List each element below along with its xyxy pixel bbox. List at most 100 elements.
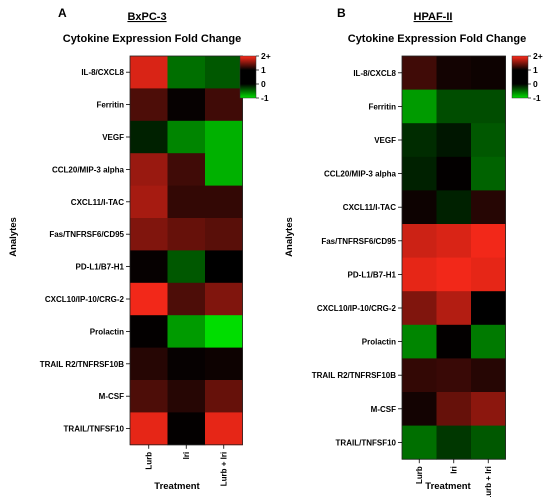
panel-b-cell-r9-c0 bbox=[402, 358, 437, 393]
panel-b-colorbar-gradient bbox=[511, 55, 529, 99]
panel-b-cell-r4-c1 bbox=[436, 190, 472, 225]
panel-a-cell-r6-c0 bbox=[130, 250, 168, 284]
panel-b-cell-r4-c2 bbox=[471, 190, 506, 225]
panel-a-cell-r4-c0 bbox=[130, 185, 168, 219]
panel-a-row-labels: IL-8/CXCL8 Ferritin VEGF CCL20/MIP-3 alpha C… bbox=[40, 68, 130, 434]
panel-b-colorbar-tick-label: -1 bbox=[533, 93, 541, 103]
panel-a-cell-r7-c1 bbox=[167, 282, 206, 316]
panel-a-cell-r11-c2 bbox=[205, 412, 243, 446]
panel-b-cell-r5-c1 bbox=[436, 224, 472, 258]
panel-b-cell-r11-c1 bbox=[436, 425, 472, 460]
panel-a-cell-r4-c2 bbox=[205, 185, 243, 219]
panel-b-cell-r0-c2 bbox=[471, 56, 506, 90]
panel-b-cell-r7-c2 bbox=[471, 291, 506, 326]
panel-a-cell-r8-c2 bbox=[205, 315, 243, 348]
panel-a-colorbar-tick-label: -1 bbox=[261, 93, 269, 103]
panel-b-colorbar-tick-label: 2+ bbox=[533, 51, 543, 61]
panel-b-cell-line: HPAF-II bbox=[414, 11, 453, 23]
panel-a-col-label: Lurb + Iri bbox=[220, 452, 229, 486]
panel-a-colorbar: 2+ 1 0 -1 bbox=[239, 51, 271, 103]
panel-a-cell-r11-c1 bbox=[167, 412, 206, 446]
panel-b-row-label: CXCL11/I-TAC bbox=[343, 203, 396, 212]
panel-b-cell-r6-c0 bbox=[402, 257, 437, 292]
panel-a-cell-r5-c2 bbox=[205, 218, 243, 251]
panel-a-cell-r1-c2 bbox=[205, 88, 243, 122]
panel-b-row-label: CCL20/MIP-3 alpha bbox=[324, 170, 397, 179]
panel-a-cell-r7-c2 bbox=[205, 282, 243, 316]
panel-b-colorbar-tick-label: 1 bbox=[533, 65, 538, 75]
panel-b-cell-r7-c0 bbox=[402, 291, 437, 326]
panel-b-cell-r6-c1 bbox=[436, 257, 472, 292]
panel-a-row-label: TRAIL/TNFSF10 bbox=[64, 425, 125, 434]
panel-a-row-label: Fas/TNFRSF6/CD95 bbox=[49, 230, 124, 239]
panel-a-cell-r3-c2 bbox=[205, 153, 243, 186]
panel-b-cell-r8-c2 bbox=[471, 324, 506, 359]
panel-a-row-label: CXCL11/I-TAC bbox=[71, 198, 124, 207]
panel-a-colorbar-tick-label: 0 bbox=[261, 79, 266, 89]
panel-a-row-label: PD-L1/B7-H1 bbox=[76, 263, 125, 272]
panel-a-cell-r9-c1 bbox=[167, 347, 206, 381]
panel-a-cell-r2-c2 bbox=[205, 120, 243, 154]
panel-a-cell-r2-c0 bbox=[130, 120, 168, 154]
panel-a-cell-r10-c1 bbox=[167, 380, 206, 413]
panel-a-cell-r11-c0 bbox=[130, 412, 168, 446]
panel-a-cell-r3-c1 bbox=[167, 153, 206, 186]
panel-b-cell-r3-c2 bbox=[471, 156, 506, 191]
panel-b-cell-r11-c0 bbox=[402, 425, 437, 460]
panel-a-cell-r4-c1 bbox=[167, 185, 206, 219]
panel-b: B HPAF-II Cytokine Expression Fold Chang… bbox=[284, 6, 543, 497]
panel-b-cell-r6-c2 bbox=[471, 257, 506, 292]
panel-a-row-label: VEGF bbox=[102, 133, 124, 142]
panel-a-cell-r6-c1 bbox=[167, 250, 206, 284]
panel-b-row-label: Prolactin bbox=[362, 338, 396, 347]
panel-a-col-labels: Lurb Iri Lurb + Iri bbox=[145, 444, 229, 486]
panel-b-cell-r10-c2 bbox=[471, 392, 506, 426]
panel-a-row-label: Prolactin bbox=[90, 327, 124, 336]
panel-a-cell-r1-c0 bbox=[130, 88, 168, 122]
panel-b-col-labels: Lurb Iri Lurb + Iri bbox=[415, 459, 493, 497]
panel-b-row-label: M-CSF bbox=[371, 405, 396, 414]
panel-b-row-label: PD-L1/B7-H1 bbox=[348, 270, 397, 279]
panel-a-col-label: Iri bbox=[182, 452, 191, 460]
panel-a-x-axis-label: Treatment bbox=[154, 481, 200, 492]
panel-b-letter: B bbox=[337, 6, 346, 20]
panel-a-row-label: Ferritin bbox=[96, 101, 124, 110]
panel-b-cells bbox=[401, 55, 506, 460]
panel-b-cell-r2-c0 bbox=[402, 123, 437, 158]
panel-a-cell-r10-c0 bbox=[130, 380, 168, 413]
panel-b-col-label: Iri bbox=[450, 466, 459, 474]
panel-a-cell-r5-c1 bbox=[167, 218, 206, 251]
panel-b-cell-r9-c1 bbox=[436, 358, 472, 393]
panel-b-cell-r0-c0 bbox=[402, 56, 437, 90]
panel-b-cell-r7-c1 bbox=[436, 291, 472, 326]
panel-a-cell-r8-c0 bbox=[130, 315, 168, 348]
panel-b-cell-r11-c2 bbox=[471, 425, 506, 460]
panel-a-row-label: TRAIL R2/TNFRSF10B bbox=[40, 360, 125, 369]
panel-b-cell-r5-c0 bbox=[402, 224, 437, 258]
panel-b-colorbar-ticks: 2+ 1 0 -1 bbox=[528, 51, 543, 103]
panel-b-y-axis-label: Analytes bbox=[284, 217, 295, 257]
panel-b-cell-r4-c0 bbox=[402, 190, 437, 225]
panel-a-cell-r3-c0 bbox=[130, 153, 168, 186]
panel-a-cell-r0-c1 bbox=[167, 56, 206, 89]
panel-b-col-label: Lurb + Iri bbox=[484, 466, 493, 497]
panel-b-colorbar: 2+ 1 0 -1 bbox=[511, 51, 543, 103]
panel-a-cell-r8-c1 bbox=[167, 315, 206, 348]
panel-a-colorbar-gradient bbox=[239, 55, 257, 99]
panel-a-row-label: IL-8/CXCL8 bbox=[81, 68, 124, 77]
panel-b-colorbar-tick-label: 0 bbox=[533, 79, 538, 89]
panel-b-cell-r2-c1 bbox=[436, 123, 472, 158]
panel-b-cell-r8-c1 bbox=[436, 324, 472, 359]
panel-b-cell-r1-c2 bbox=[471, 89, 506, 124]
panel-a-row-label: CXCL10/IP-10/CRG-2 bbox=[45, 295, 125, 304]
panel-b-cell-r9-c2 bbox=[471, 358, 506, 393]
panel-a-cell-r9-c2 bbox=[205, 347, 243, 381]
panel-b-x-axis-label: Treatment bbox=[425, 481, 471, 492]
panel-a-cell-r0-c0 bbox=[130, 56, 168, 89]
panel-a-cells bbox=[129, 55, 243, 446]
panel-b-cell-r8-c0 bbox=[402, 324, 437, 359]
panel-b-row-labels: IL-8/CXCL8 Ferritin VEGF CCL20/MIP-3 alpha C… bbox=[312, 69, 402, 447]
panel-a-title: Cytokine Expression Fold Change bbox=[63, 33, 241, 45]
panel-b-row-label: VEGF bbox=[374, 136, 396, 145]
